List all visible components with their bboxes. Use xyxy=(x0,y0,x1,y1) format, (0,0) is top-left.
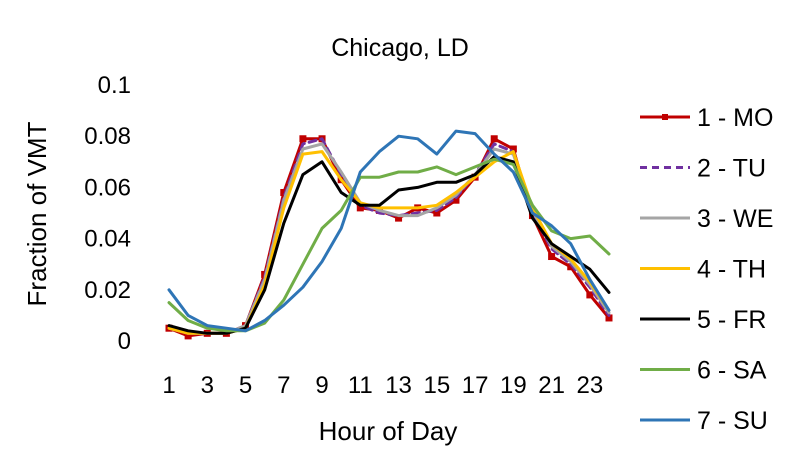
chart-title: Chicago, LD xyxy=(331,34,469,62)
legend-label: 3 - WE xyxy=(697,205,773,233)
x-tick-label: 1 xyxy=(162,372,175,399)
x-tick-label: 13 xyxy=(385,372,412,399)
series-line-6 xyxy=(167,157,611,333)
y-tick-label: 0.04 xyxy=(84,226,131,253)
x-tick-label: 15 xyxy=(423,372,450,399)
y-tick-label: 0.02 xyxy=(84,277,131,304)
x-tick-label: 5 xyxy=(239,372,252,399)
plot-area xyxy=(165,129,613,340)
y-tick-label: 0 xyxy=(118,328,131,355)
series-1-point xyxy=(299,135,307,143)
x-tick-label: 11 xyxy=(348,372,373,399)
series-line-7 xyxy=(167,129,611,333)
y-tick-label: 0.1 xyxy=(98,72,131,99)
y-tick-label: 0.08 xyxy=(84,123,131,150)
series-line-4 xyxy=(167,150,611,335)
legend-label: 2 - TU xyxy=(697,155,766,183)
legend-label: 6 - SA xyxy=(697,357,767,385)
legend-label: 7 - SU xyxy=(697,407,768,435)
legend-label: 5 - FR xyxy=(697,306,766,334)
y-axis-title: Fraction of VMT xyxy=(22,121,52,306)
x-tick-label: 21 xyxy=(538,372,565,399)
y-axis-ticks: 0 0.02 0.04 0.06 0.08 0.1 xyxy=(84,72,131,355)
x-tick-label: 9 xyxy=(315,372,328,399)
legend: 1 - MO 2 - TU 3 - WE 4 - TH 5 - FR 6 - SA 7 - … xyxy=(640,104,773,435)
x-tick-label: 7 xyxy=(277,372,290,399)
series-1-point xyxy=(586,291,594,299)
legend-label: 1 - MO xyxy=(697,104,773,132)
x-tick-label: 3 xyxy=(201,372,214,399)
y-tick-label: 0.06 xyxy=(84,174,131,201)
x-tick-label: 17 xyxy=(462,372,489,399)
x-axis-ticks: 1 3 5 7 9 11 13 15 17 19 21 23 xyxy=(162,372,603,399)
series-1-point xyxy=(548,253,556,261)
series-line-5 xyxy=(167,155,611,335)
x-axis-title: Hour of Day xyxy=(319,416,458,446)
x-tick-label: 23 xyxy=(577,372,604,399)
series-line-1 xyxy=(167,137,611,338)
series-1-point xyxy=(490,135,498,143)
x-tick-label: 19 xyxy=(500,372,527,399)
legend-marker xyxy=(662,114,668,120)
legend-label: 4 - TH xyxy=(697,256,766,284)
